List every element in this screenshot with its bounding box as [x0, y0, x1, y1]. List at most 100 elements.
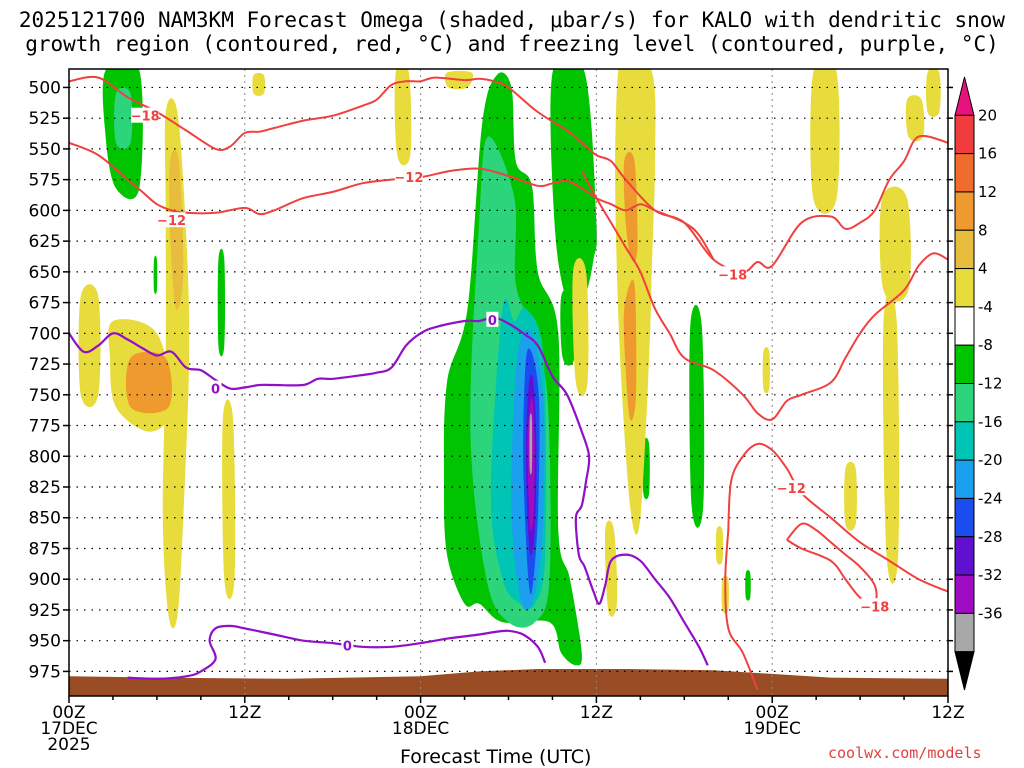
dgz-contour-label-bg [718, 266, 747, 282]
omega-region [844, 461, 857, 531]
y-tick-label: 725 [29, 355, 61, 375]
colorbar-label: -36 [978, 604, 1003, 622]
dgz-contour-label: −18 [718, 268, 747, 283]
dgz-contour-label-bg [394, 169, 423, 185]
dgz-contour-line [580, 170, 948, 421]
omega-region [125, 351, 172, 414]
colorbar-label: -12 [978, 375, 1003, 393]
y-tick-label: 575 [29, 171, 61, 191]
colorbar-label: -20 [978, 451, 1003, 469]
terrain-fill [69, 669, 948, 696]
dgz-contour-line [69, 75, 948, 273]
y-axis: 500 525 550 575 600 625 650 675 700 725 750 775 800 8… [29, 78, 953, 682]
colorbar-top-arrow [954, 76, 975, 116]
colorbar-bin [954, 383, 975, 423]
dgz-contour-label: −12 [777, 482, 806, 497]
y-tick-label: 775 [29, 417, 61, 437]
colorbar-bin [954, 191, 975, 231]
omega-region [560, 288, 576, 366]
omega-region [550, 69, 597, 313]
omega-region [745, 570, 751, 601]
omega-region [153, 255, 158, 295]
colorbar-bin [954, 306, 975, 346]
dgz-contour-label-bg [157, 212, 186, 228]
colorbar-bottom-arrow [954, 651, 975, 691]
colorbar-label: -24 [978, 489, 1003, 507]
freezing-level-label-bg [209, 380, 222, 396]
x-tick-label: 17DEC [40, 719, 97, 739]
y-tick-label: 900 [29, 570, 61, 590]
omega-region [604, 520, 618, 617]
gridlines [69, 69, 948, 696]
contour-labels: −18 −12 −12 −18 −12 −18 0 0 0 [131, 107, 889, 655]
y-tick-label: 675 [29, 294, 61, 314]
omega-region [222, 399, 236, 600]
omega-region [905, 95, 925, 142]
dgz-contour-label: −12 [157, 214, 186, 229]
colorbar-bin [954, 421, 975, 461]
omega-region [169, 149, 184, 310]
x-tick-label: 00Z [404, 703, 437, 723]
colorbar-bin [954, 536, 975, 576]
omega-region [882, 291, 900, 584]
colorbar-label: 12 [978, 183, 997, 201]
terrain-layer [69, 669, 948, 696]
y-tick-label: 700 [29, 324, 61, 344]
y-tick-label: 950 [29, 632, 61, 652]
y-tick-label: 750 [29, 386, 61, 406]
colorbar-label: -16 [978, 413, 1003, 431]
x-tick-label: 12Z [228, 703, 261, 723]
omega-region [114, 87, 133, 149]
omega-region [715, 526, 724, 565]
y-tick-label: 875 [29, 539, 61, 559]
freezing-level-label: 0 [343, 640, 352, 655]
colorbar-bin [954, 229, 975, 270]
omega-region [810, 69, 840, 214]
dgz-contour-label: −18 [131, 110, 160, 125]
omega-region [394, 69, 412, 166]
omega-region [572, 258, 589, 397]
omega-region [252, 72, 266, 96]
colorbar-bin [954, 459, 975, 499]
omega-region [623, 151, 638, 262]
y-tick-label: 650 [29, 263, 61, 283]
omega-region [879, 186, 911, 302]
x-tick-label: 00Z [52, 703, 85, 723]
dgz-contour-line [786, 522, 878, 606]
colorbar-label: 4 [978, 260, 988, 278]
colorbar-bin [954, 574, 975, 614]
dgz-contour-label-bg [131, 107, 160, 123]
y-tick-label: 625 [29, 232, 61, 252]
colorbar-bin [954, 497, 975, 538]
x-tick-label: 00Z [756, 703, 789, 723]
freezing-level-label: 0 [211, 383, 220, 398]
omega-region [529, 413, 533, 475]
dgz-contour-label: −12 [394, 171, 423, 186]
chart-title-line1: 2025121700 NAM3KM Forecast Omega (shaded… [18, 8, 1006, 32]
site-credit: coolwx.com/models [828, 744, 982, 762]
x-axis-title: Forecast Time (UTC) [400, 746, 592, 768]
y-tick-label: 925 [29, 601, 61, 621]
freezing-level-line [127, 624, 547, 680]
omega-region [623, 279, 637, 421]
colorbar-label: 8 [978, 221, 988, 239]
x-tick-label: 12Z [580, 703, 613, 723]
y-tick-label: 825 [29, 478, 61, 498]
x-tick-label: 18DEC [392, 719, 449, 739]
colorbar: 20 16 12 8 4 -4 -8 -12 -16 -20 -24 -28 -32 -36 [954, 76, 1003, 691]
freezing-level-label: 0 [488, 314, 497, 329]
freezing-level-line [69, 316, 709, 666]
dgz-contour-label: −18 [860, 600, 889, 615]
colorbar-label: -28 [978, 528, 1003, 546]
dgz-contour-line [724, 529, 759, 691]
colorbar-label: -4 [978, 298, 993, 316]
colorbar-bin [954, 268, 975, 308]
colorbar-bin [954, 344, 975, 384]
freezing-level-label-bg [486, 311, 499, 327]
y-tick-label: 600 [29, 201, 61, 221]
colorbar-bin [954, 612, 975, 653]
omega-region [689, 304, 705, 528]
omega-region [762, 347, 770, 394]
